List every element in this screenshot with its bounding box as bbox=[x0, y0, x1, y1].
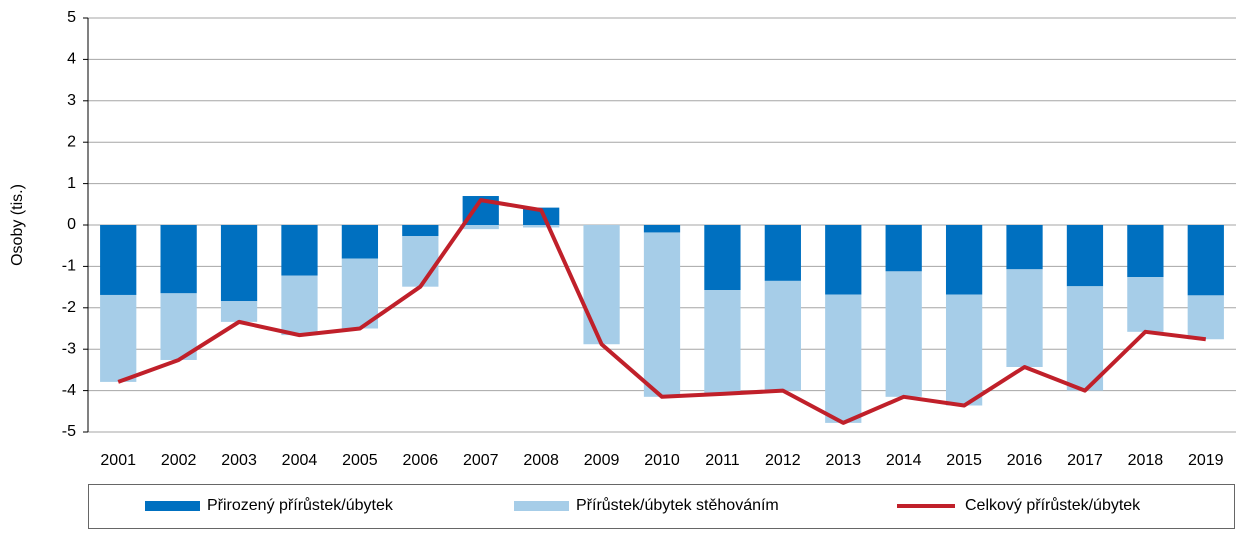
y-tick-label: 5 bbox=[67, 9, 76, 26]
x-tick-label: 2016 bbox=[1007, 452, 1043, 469]
bar bbox=[523, 207, 560, 225]
y-tick-label: 1 bbox=[67, 175, 76, 192]
x-tick-label: 2005 bbox=[342, 452, 378, 469]
bar bbox=[100, 225, 137, 295]
legend-swatch bbox=[514, 501, 569, 511]
x-tick-label: 2006 bbox=[403, 452, 439, 469]
bar bbox=[1006, 269, 1043, 368]
y-tick-label: 3 bbox=[67, 92, 76, 109]
bar bbox=[1127, 277, 1164, 332]
legend-label: Celkový přírůstek/úbytek bbox=[965, 496, 1141, 514]
bar bbox=[1187, 295, 1224, 340]
bar bbox=[1066, 225, 1104, 287]
legend-label: Přírůstek/úbytek stěhováním bbox=[576, 496, 779, 514]
x-tick-label: 2001 bbox=[100, 452, 136, 469]
bar bbox=[1006, 225, 1043, 270]
bar bbox=[1187, 225, 1224, 296]
bar bbox=[220, 301, 258, 322]
bar bbox=[885, 225, 922, 272]
y-tick-label: -5 bbox=[62, 423, 76, 440]
bar bbox=[704, 225, 741, 290]
bar bbox=[945, 294, 983, 406]
bar bbox=[945, 225, 983, 295]
x-tick-label: 2018 bbox=[1128, 452, 1164, 469]
x-tick-label: 2012 bbox=[765, 452, 801, 469]
x-tick-label: 2015 bbox=[946, 452, 982, 469]
bar bbox=[1066, 286, 1104, 391]
x-tick-label: 2009 bbox=[584, 452, 620, 469]
bar bbox=[764, 225, 801, 281]
bar bbox=[281, 275, 318, 336]
y-tick-label: -2 bbox=[62, 299, 76, 316]
y-tick-label: 4 bbox=[67, 51, 76, 68]
bar bbox=[402, 236, 439, 287]
bar bbox=[583, 225, 620, 345]
bar bbox=[523, 225, 560, 228]
bar bbox=[160, 225, 197, 294]
bar bbox=[1127, 225, 1164, 278]
y-axis-label: Osoby (tis.) bbox=[9, 184, 26, 266]
x-tick-label: 2019 bbox=[1188, 452, 1224, 469]
y-tick-label: 0 bbox=[67, 216, 76, 233]
bar bbox=[402, 225, 439, 237]
legend-swatch bbox=[145, 501, 200, 511]
bar bbox=[764, 280, 801, 391]
x-tick-label: 2002 bbox=[161, 452, 197, 469]
x-tick-label: 2003 bbox=[221, 452, 257, 469]
bar bbox=[220, 225, 258, 302]
bar bbox=[100, 294, 137, 382]
bar bbox=[825, 294, 862, 423]
bar bbox=[462, 225, 499, 230]
bar bbox=[643, 232, 681, 397]
x-tick-label: 2017 bbox=[1067, 452, 1103, 469]
y-tick-label: -1 bbox=[62, 258, 76, 275]
bar bbox=[341, 258, 379, 329]
line bbox=[117, 198, 1207, 425]
x-tick-label: 2007 bbox=[463, 452, 499, 469]
y-tick-label: -3 bbox=[62, 340, 76, 357]
x-tick-label: 2010 bbox=[644, 452, 680, 469]
bar bbox=[704, 289, 741, 394]
bar bbox=[160, 293, 197, 360]
bar bbox=[885, 271, 922, 397]
y-tick-label: 2 bbox=[67, 133, 76, 150]
legend-label: Přirozený přírůstek/úbytek bbox=[207, 496, 394, 514]
y-tick-label: -4 bbox=[62, 382, 76, 399]
x-tick-label: 2013 bbox=[825, 452, 861, 469]
x-tick-label: 2008 bbox=[523, 452, 559, 469]
x-tick-label: 2004 bbox=[282, 452, 318, 469]
bar bbox=[281, 225, 318, 276]
bar bbox=[825, 225, 862, 295]
bar bbox=[341, 225, 379, 259]
x-tick-label: 2014 bbox=[886, 452, 922, 469]
bar bbox=[643, 225, 681, 233]
x-tick-label: 2011 bbox=[705, 452, 740, 469]
